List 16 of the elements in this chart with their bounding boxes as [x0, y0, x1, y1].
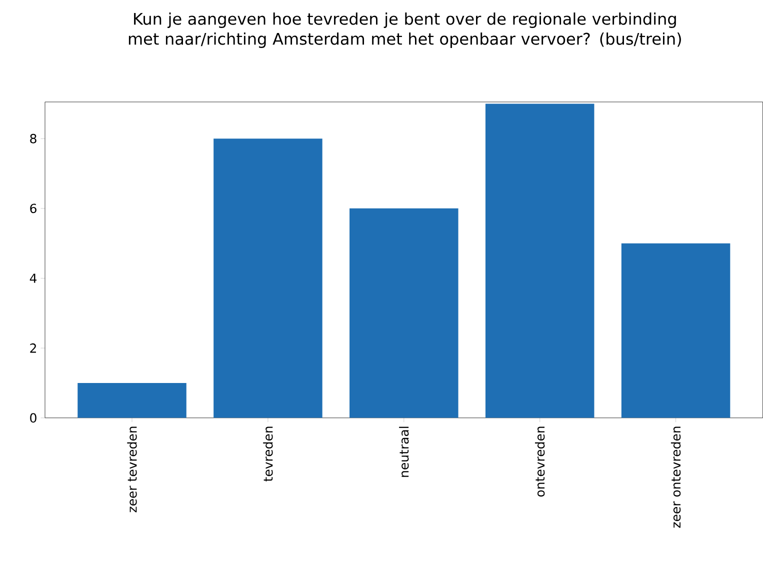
y-tick-label: 4 [30, 274, 37, 283]
bar [78, 383, 186, 418]
x-tick-label: tevreden [263, 426, 273, 482]
x-tick-label: neutraal [399, 426, 409, 477]
y-tick-label: 0 [30, 413, 36, 423]
bar [214, 138, 322, 418]
x-tick-label: zeer tevreden [127, 426, 137, 512]
y-tick-label: 8 [30, 134, 36, 144]
y-tick-label: 2 [30, 343, 36, 353]
x-tick-label: zeer ontevreden [670, 426, 681, 528]
x-tick-label: ontevreden [535, 426, 545, 497]
bar [350, 208, 458, 418]
bar [485, 104, 594, 418]
chart-title: Kun je aangeven hoe tevreden je bent over de regionale verbinding met naar/richting Amsterdam met het openbaar vervoer? (bus/trein) [128, 12, 681, 48]
y-tick-label: 6 [30, 204, 36, 214]
bar [621, 243, 730, 418]
